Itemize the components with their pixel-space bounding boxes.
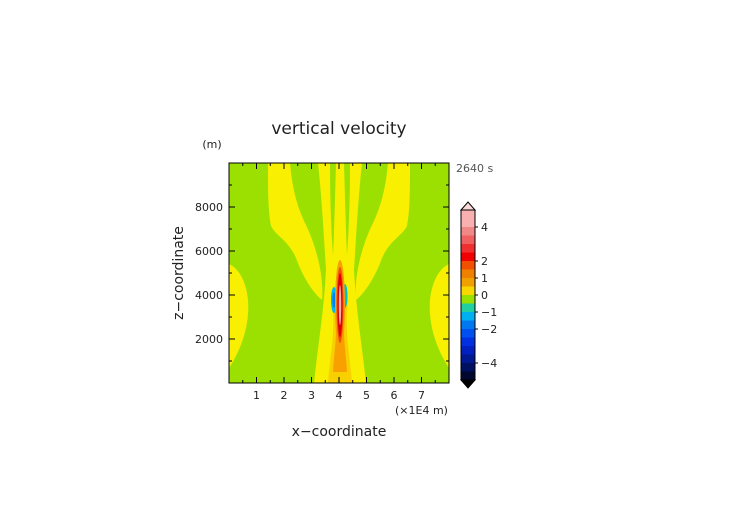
colorbar-swatch — [461, 278, 475, 287]
colorbar-swatch — [461, 244, 475, 253]
colorbar-swatch — [461, 295, 475, 304]
colorbar-swatch — [461, 261, 475, 270]
colorbar-swatch — [461, 269, 475, 279]
x-tick-label: 3 — [308, 389, 315, 402]
colorbar-swatch — [461, 354, 475, 364]
colorbar-swatch — [461, 329, 475, 338]
colorbar-min-triangle — [459, 379, 477, 389]
x-axis-label: x−coordinate — [292, 424, 387, 440]
colorbar-swatch — [461, 346, 475, 355]
x-unit-label: (×1E4 m) — [395, 404, 448, 417]
y-tick-label: 8000 — [195, 201, 223, 214]
colorbar-swatch — [461, 252, 475, 262]
central-gap-left — [330, 163, 336, 255]
jet-inner-highlight — [338, 285, 342, 325]
colorbar: 4 2 1 0 −1 −2 −4 — [459, 201, 497, 389]
x-tick-label: 6 — [391, 389, 398, 402]
x-tick-label: 2 — [281, 389, 288, 402]
left-plume-updraft-region — [268, 163, 323, 300]
colorbar-tick-label: −4 — [481, 357, 497, 370]
colorbar-swatch — [461, 303, 475, 313]
y-axis-label: z−coordinate — [171, 226, 187, 320]
colorbar-swatch — [461, 227, 475, 236]
colorbar-tick-label: 4 — [481, 221, 488, 234]
colorbar-swatch — [461, 218, 475, 228]
y-unit-label: (m) — [202, 138, 221, 151]
chart-title: vertical velocity — [271, 119, 406, 139]
left-downdraft-flank-inner — [332, 292, 336, 308]
colorbar-swatch — [461, 371, 475, 381]
colorbar-swatch — [461, 312, 475, 321]
y-tick-label: 4000 — [195, 289, 223, 302]
x-tick-label: 1 — [253, 389, 260, 402]
x-tick-label: 7 — [418, 389, 425, 402]
colorbar-tick-label: 1 — [481, 272, 488, 285]
colorbar-tick-label: 0 — [481, 289, 488, 302]
y-tick-label: 2000 — [195, 333, 223, 346]
colorbar-swatch — [461, 337, 475, 347]
colorbar-max-triangle — [459, 201, 477, 211]
left-edge-updraft-region — [229, 264, 249, 368]
y-tick-label: 6000 — [195, 245, 223, 258]
x-tick-label: 4 — [336, 389, 343, 402]
colorbar-swatch — [461, 363, 475, 372]
central-gap-right — [344, 163, 350, 255]
colorbar-swatch — [461, 320, 475, 330]
colorbar-swatch — [461, 235, 475, 245]
contour-plot-area — [229, 163, 449, 383]
colorbar-tick-label: −2 — [481, 323, 497, 336]
time-label: 2640 s — [456, 162, 493, 175]
colorbar-swatch — [461, 210, 475, 219]
colorbar-tick-label: −1 — [481, 306, 497, 319]
y-axis-ticks: 2000 4000 6000 8000 — [195, 162, 449, 384]
x-tick-label: 5 — [363, 389, 370, 402]
right-plume-updraft-region — [355, 163, 410, 300]
right-edge-updraft-region — [429, 264, 449, 368]
colorbar-tick-label: 2 — [481, 255, 488, 268]
colorbar-swatch — [461, 286, 475, 296]
